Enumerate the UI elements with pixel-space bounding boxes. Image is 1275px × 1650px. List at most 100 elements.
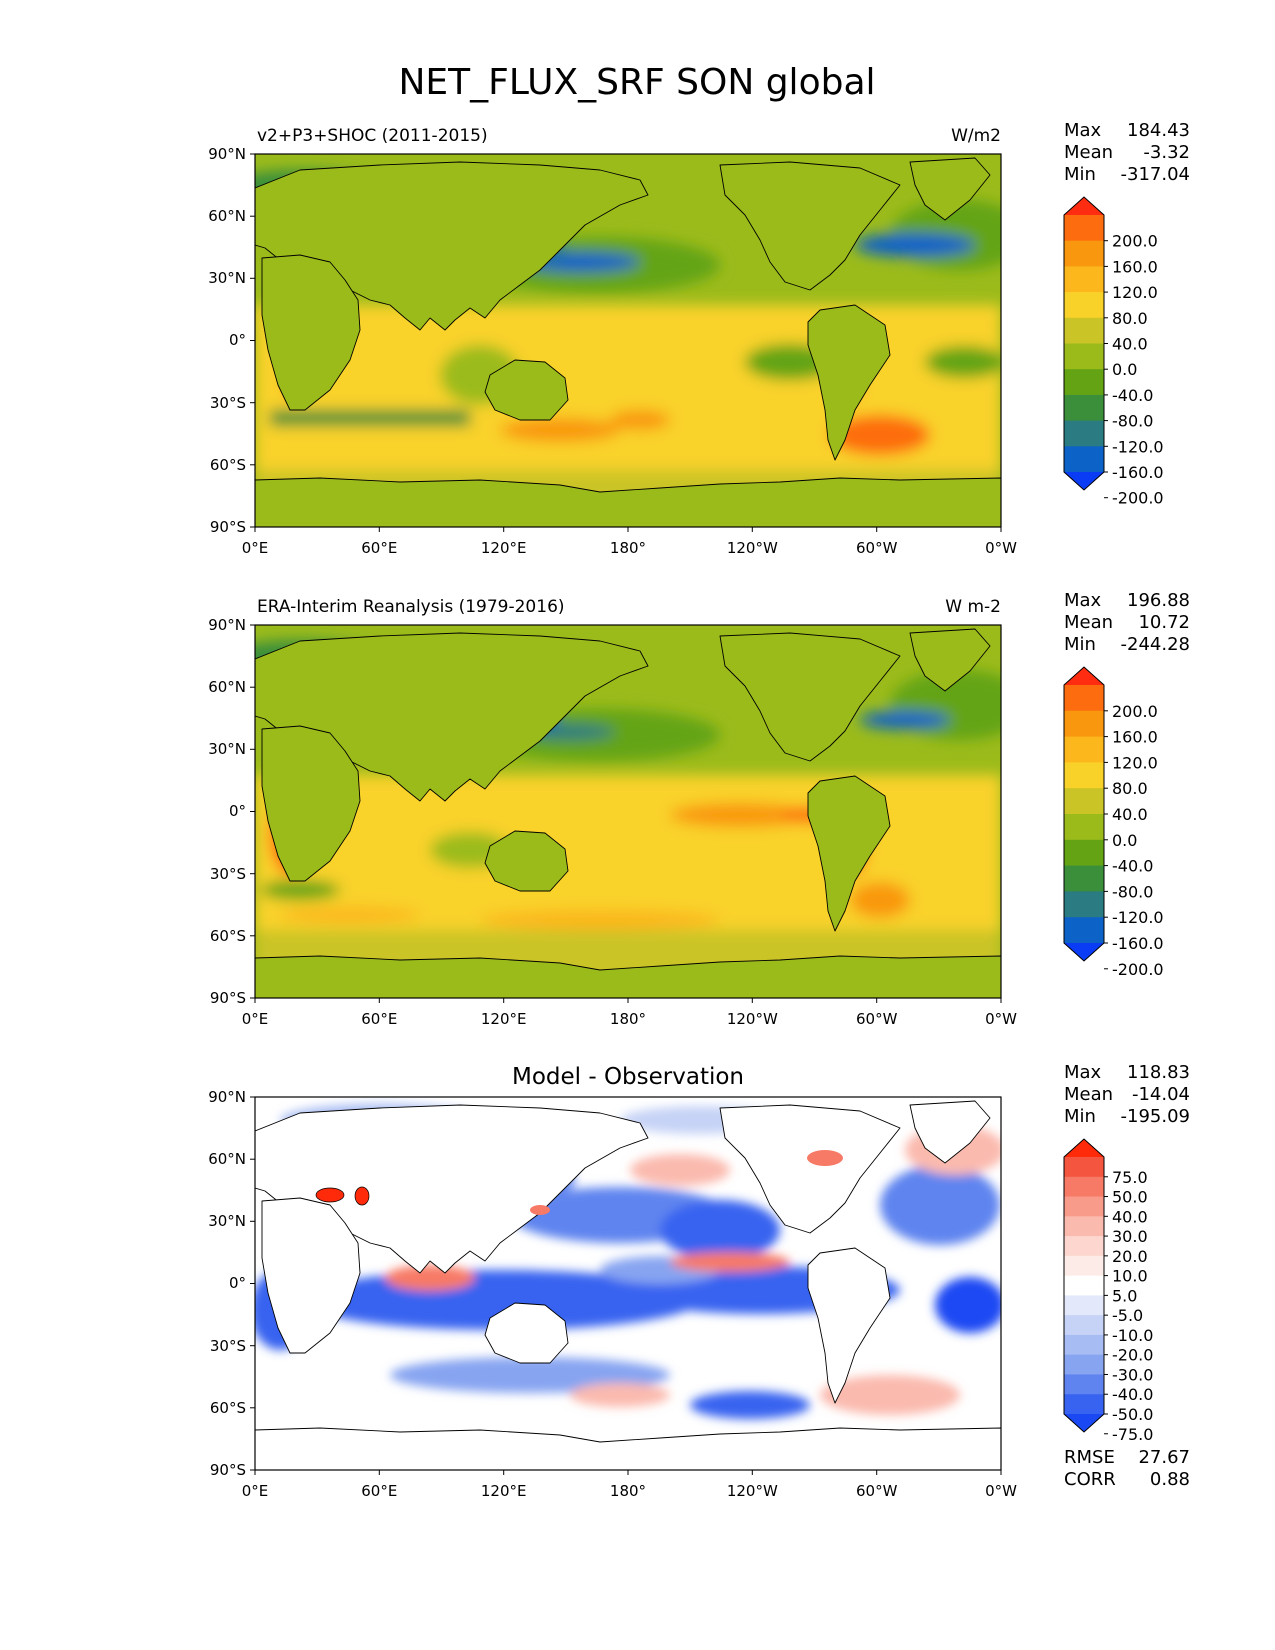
y-tick-label: 30°S [210, 865, 246, 883]
y-tick-label: 90°N [208, 616, 246, 634]
panel-units: W m-2 [945, 597, 1001, 617]
colorbar-segment [1064, 762, 1104, 789]
y-tick-label: 30°N [208, 740, 246, 758]
colorbar-tick-label: 30.0 [1112, 1227, 1148, 1246]
x-tick-label: 60°E [361, 539, 397, 557]
colorbar-tick-label: -160.0 [1112, 463, 1164, 482]
x-tick-label: 0°W [985, 539, 1017, 557]
continent-south-america [807, 304, 891, 461]
colorbar-segment [1064, 814, 1104, 841]
colorbar-segment [1064, 1354, 1104, 1375]
corr-value: 0.88 [1150, 1469, 1190, 1490]
colorbar-segment [1064, 215, 1104, 242]
x-tick-label: 0°E [242, 1482, 269, 1500]
x-tick-label: 60°W [856, 1482, 898, 1500]
continent-africa [261, 254, 361, 411]
stat-mean-label: Mean [1064, 612, 1113, 633]
stat-min-label: Min [1064, 164, 1096, 185]
panel-title-left: v2+P3+SHOC (2011-2015) [257, 126, 488, 146]
continent-africa [261, 1197, 361, 1354]
stat-max-label: Max [1064, 120, 1102, 141]
colorbar-segment [1064, 1236, 1104, 1257]
colorbar-tick-label: -50.0 [1112, 1405, 1153, 1424]
continent-north-america [719, 161, 901, 291]
stat-mean-value: -3.32 [1143, 142, 1190, 163]
colorbar-tick-label: -120.0 [1112, 908, 1164, 927]
continents-diff [255, 1100, 1001, 1470]
colorbar-tick-label: -80.0 [1112, 412, 1153, 431]
continent-australia [484, 830, 569, 892]
axis-ticks [250, 153, 1002, 532]
continent-australia [484, 359, 569, 421]
y-tick-label: 60°S [210, 456, 246, 474]
colorbar-tick-label: -40.0 [1112, 1385, 1153, 1404]
colorbar-extend-max [1064, 667, 1104, 685]
x-tick-label: 120°E [481, 1010, 527, 1028]
figure-title: NET_FLUX_SRF SON global [398, 62, 875, 103]
corr-label: CORR [1064, 1469, 1116, 1490]
stat-mean-value: -14.04 [1132, 1084, 1190, 1105]
x-tick-label: 0°E [242, 1010, 269, 1028]
colorbar-segment [1064, 1394, 1104, 1415]
stat-min-value: -244.28 [1121, 634, 1190, 655]
stat-max-value: 118.83 [1127, 1062, 1190, 1083]
y-tick-label: 60°N [208, 1150, 246, 1168]
y-tick-labels: 90°N 60°N 30°N 0° 30°S 60°S 90°S [208, 616, 246, 1007]
axis-ticks [250, 624, 1002, 1003]
map-obs [255, 625, 1001, 998]
continent-greenland [909, 157, 991, 221]
colorbar-segment [1064, 1374, 1104, 1395]
continent-africa [261, 725, 361, 882]
colorbar-tick-label: 75.0 [1112, 1168, 1148, 1187]
stats-box: Max 118.83 Mean -14.04 Min -195.09 [1064, 1062, 1190, 1127]
y-tick-label: 0° [229, 802, 246, 820]
colorbar-obs: 200.0 160.0 120.0 80.0 40.0 0.0 -40.0 -80.0 -120… [1063, 666, 1164, 979]
colorbar-tick-label: -10.0 [1112, 1326, 1153, 1345]
axis-ticks [250, 1096, 1002, 1475]
anomaly-alaska [807, 1150, 843, 1166]
x-tick-label: 120°W [727, 1010, 778, 1028]
colorbar-segment [1064, 317, 1104, 344]
colorbar-tick-label: 50.0 [1112, 1188, 1148, 1207]
x-tick-label: 120°W [727, 1482, 778, 1500]
colorbar-segment [1064, 1295, 1104, 1316]
colorbar-tick-label: 40.0 [1112, 335, 1148, 354]
colorbar-diff: 75.050.040.030.020.010.05.0-5.0-10.0-20.… [1063, 1138, 1153, 1444]
continents-obs [255, 628, 1001, 998]
stat-min-value: -195.09 [1121, 1106, 1190, 1127]
y-tick-label: 60°S [210, 1399, 246, 1417]
colorbar-tick-label: 80.0 [1112, 779, 1148, 798]
panel-title-center: Model - Observation [512, 1064, 744, 1090]
colorbar-extend-min [1064, 943, 1104, 961]
colorbar-segment [1064, 369, 1104, 396]
stat-mean-label: Mean [1064, 1084, 1113, 1105]
stat-min-label: Min [1064, 634, 1096, 655]
x-tick-label: 0°E [242, 539, 269, 557]
x-tick-label: 60°E [361, 1010, 397, 1028]
y-tick-label: 60°S [210, 927, 246, 945]
colorbar-tick-label: 40.0 [1112, 1207, 1148, 1226]
panel-obs: ERA-Interim Reanalysis (1979-2016) W m-2… [208, 590, 1190, 1028]
map-diff [255, 1097, 1001, 1470]
colorbar-segment [1064, 240, 1104, 267]
continent-australia [484, 1302, 569, 1364]
colorbar-tick-label: 120.0 [1112, 753, 1158, 772]
colorbar-tick-label: -200.0 [1112, 489, 1164, 508]
continent-antarctica [255, 477, 1001, 527]
x-tick-label: 60°E [361, 1482, 397, 1500]
y-tick-label: 30°S [210, 394, 246, 412]
stats-box: Max 196.88 Mean 10.72 Min -244.28 [1064, 590, 1190, 655]
colorbar-segment [1064, 788, 1104, 815]
continent-antarctica [255, 1427, 1001, 1470]
colorbar-tick-label: 40.0 [1112, 805, 1148, 824]
y-tick-label: 30°S [210, 1337, 246, 1355]
anomaly-caspian [315, 1187, 345, 1203]
colorbar-segment [1064, 1176, 1104, 1198]
x-tick-labels: 0°E 60°E 120°E 180° 120°W 60°W 0°W [242, 1010, 1017, 1028]
colorbar-segment [1064, 1255, 1104, 1277]
y-tick-label: 30°N [208, 1212, 246, 1230]
y-tick-labels: 90°N 60°N 30°N 0° 30°S 60°S 90°S [208, 145, 246, 536]
colorbar-tick-label: 160.0 [1112, 728, 1158, 747]
x-tick-label: 180° [610, 1482, 646, 1500]
